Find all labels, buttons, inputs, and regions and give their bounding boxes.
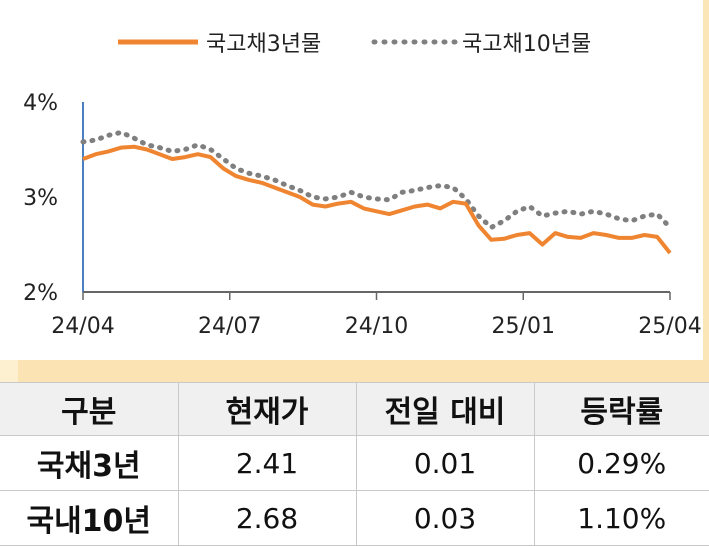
row-label: 국내10년: [0, 490, 179, 546]
y-tick-label: 2%: [23, 281, 58, 306]
chart-panel: 국고채3년물 국고채10년물 4% 3% 2% 24/04 24/07 24/10 25/…: [23, 0, 709, 360]
x-tick-label: 25/01: [492, 314, 555, 339]
header-category: 구분: [0, 382, 179, 436]
change-value: 0.01: [355, 435, 535, 491]
yield-line-chart: 국고채3년물 국고채10년물 4% 3% 2% 24/04 24/07 24/10 25/…: [23, 32, 702, 339]
y-tick-label: 4%: [23, 91, 58, 116]
change-rate: 1.10%: [533, 490, 709, 546]
series-lines: [80, 129, 673, 255]
change-value: 0.03: [355, 490, 535, 546]
row-label: 국채3년: [0, 435, 179, 491]
y-tick-label: 3%: [23, 186, 58, 211]
series-line-10y: [80, 129, 673, 231]
x-tick-label: 24/07: [198, 314, 261, 339]
change-rate: 0.29%: [533, 435, 709, 491]
table-header-row: 구분 현재가 전일 대비 등락률: [0, 382, 709, 436]
series-line-3y: [82, 144, 672, 255]
x-tick-label: 24/04: [51, 314, 114, 339]
yield-quote-table: 구분 현재가 전일 대비 등락률 국채3년 2.41 0.01 0.29% 국내…: [0, 382, 709, 546]
x-tick-label: 25/04: [638, 314, 701, 339]
table-row: 국내10년 2.68 0.03 1.10%: [0, 490, 709, 546]
current-price: 2.41: [177, 435, 357, 491]
x-tick-labels: 24/04 24/07 24/10 25/01 25/04: [51, 292, 702, 339]
y-tick-labels: 4% 3% 2%: [23, 91, 58, 306]
current-price: 2.68: [177, 490, 357, 546]
legend: 국고채3년물 국고채10년물: [118, 32, 591, 57]
legend-label-3y: 국고채3년물: [206, 32, 321, 57]
header-change: 전일 대비: [355, 382, 535, 436]
header-change-rate: 등락률: [533, 382, 709, 436]
header-current-price: 현재가: [177, 382, 357, 436]
divider-band: [0, 360, 709, 382]
x-tick-label: 24/10: [345, 314, 408, 339]
legend-label-10y: 국고채10년물: [462, 32, 591, 57]
table-row: 국채3년 2.41 0.01 0.29%: [0, 435, 709, 491]
